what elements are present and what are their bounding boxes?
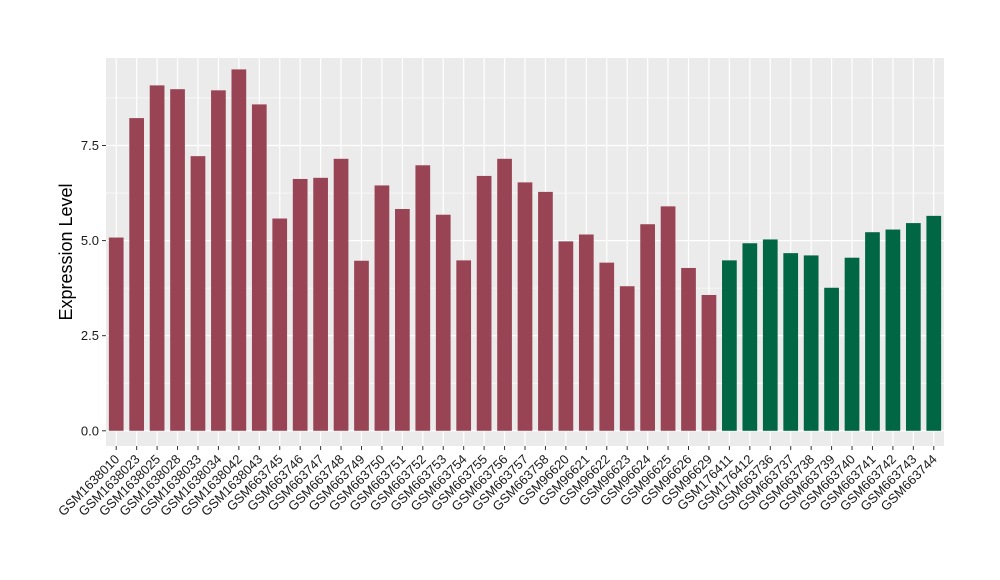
bar-GSM663751 (395, 209, 410, 431)
bar-GSM663750 (374, 185, 390, 431)
bar-GSM1638043 (251, 104, 267, 431)
bar-GSM176412 (742, 243, 758, 431)
bar-GSM663740 (844, 257, 860, 431)
bar-GSM96621 (578, 234, 594, 431)
y-tick-label: 2.5 (81, 328, 99, 343)
bar-GSM663739 (824, 287, 839, 431)
bar-GSM663745 (272, 218, 288, 431)
bar-GSM1638028 (170, 89, 185, 431)
bar-GSM96629 (701, 294, 717, 431)
y-axis: 0.0 2.5 5.0 7.5 (81, 138, 106, 438)
bar-GSM663747 (313, 177, 328, 431)
bar-GSM1638025 (149, 85, 165, 431)
bar-GSM96620 (558, 241, 574, 431)
y-tick-label: 7.5 (81, 138, 99, 153)
bar-GSM663738 (803, 255, 819, 431)
bar-GSM1638033 (190, 156, 206, 431)
y-axis-title: Expression Level (56, 183, 76, 320)
y-tick-label: 0.0 (81, 423, 99, 438)
bar-GSM663755 (476, 175, 492, 431)
bar-GSM663758 (538, 191, 553, 431)
bar-GSM663741 (865, 232, 880, 431)
bar-GSM96622 (599, 262, 615, 431)
bar-GSM1638042 (231, 69, 247, 431)
bar-GSM96625 (660, 206, 676, 431)
bar-GSM663757 (517, 182, 533, 431)
bar-GSM1638034 (211, 90, 226, 431)
bar-GSM663743 (905, 223, 921, 431)
bar-GSM176411 (722, 260, 737, 431)
bar-GSM663737 (783, 253, 799, 431)
bar-GSM663746 (292, 178, 308, 431)
bar-GSM1638010 (108, 237, 124, 431)
bar-GSM663754 (456, 260, 472, 431)
bar-GSM96623 (619, 286, 635, 431)
bar-GSM663749 (354, 260, 369, 431)
bar-GSM96626 (681, 267, 696, 431)
y-tick-label: 5.0 (81, 233, 99, 248)
bar-GSM663742 (885, 229, 901, 431)
bar-GSM96624 (640, 224, 655, 431)
bar-GSM663756 (497, 158, 512, 431)
bars (108, 69, 942, 431)
bar-GSM663736 (762, 239, 778, 431)
bar-GSM663744 (926, 215, 942, 431)
bar-GSM663752 (415, 165, 431, 431)
bar-GSM663753 (435, 214, 451, 431)
x-axis: GSM1638010GSM1638023GSM1638025GSM1638028… (55, 446, 940, 519)
bar-GSM663748 (333, 158, 349, 431)
bar-GSM1638023 (129, 118, 145, 431)
